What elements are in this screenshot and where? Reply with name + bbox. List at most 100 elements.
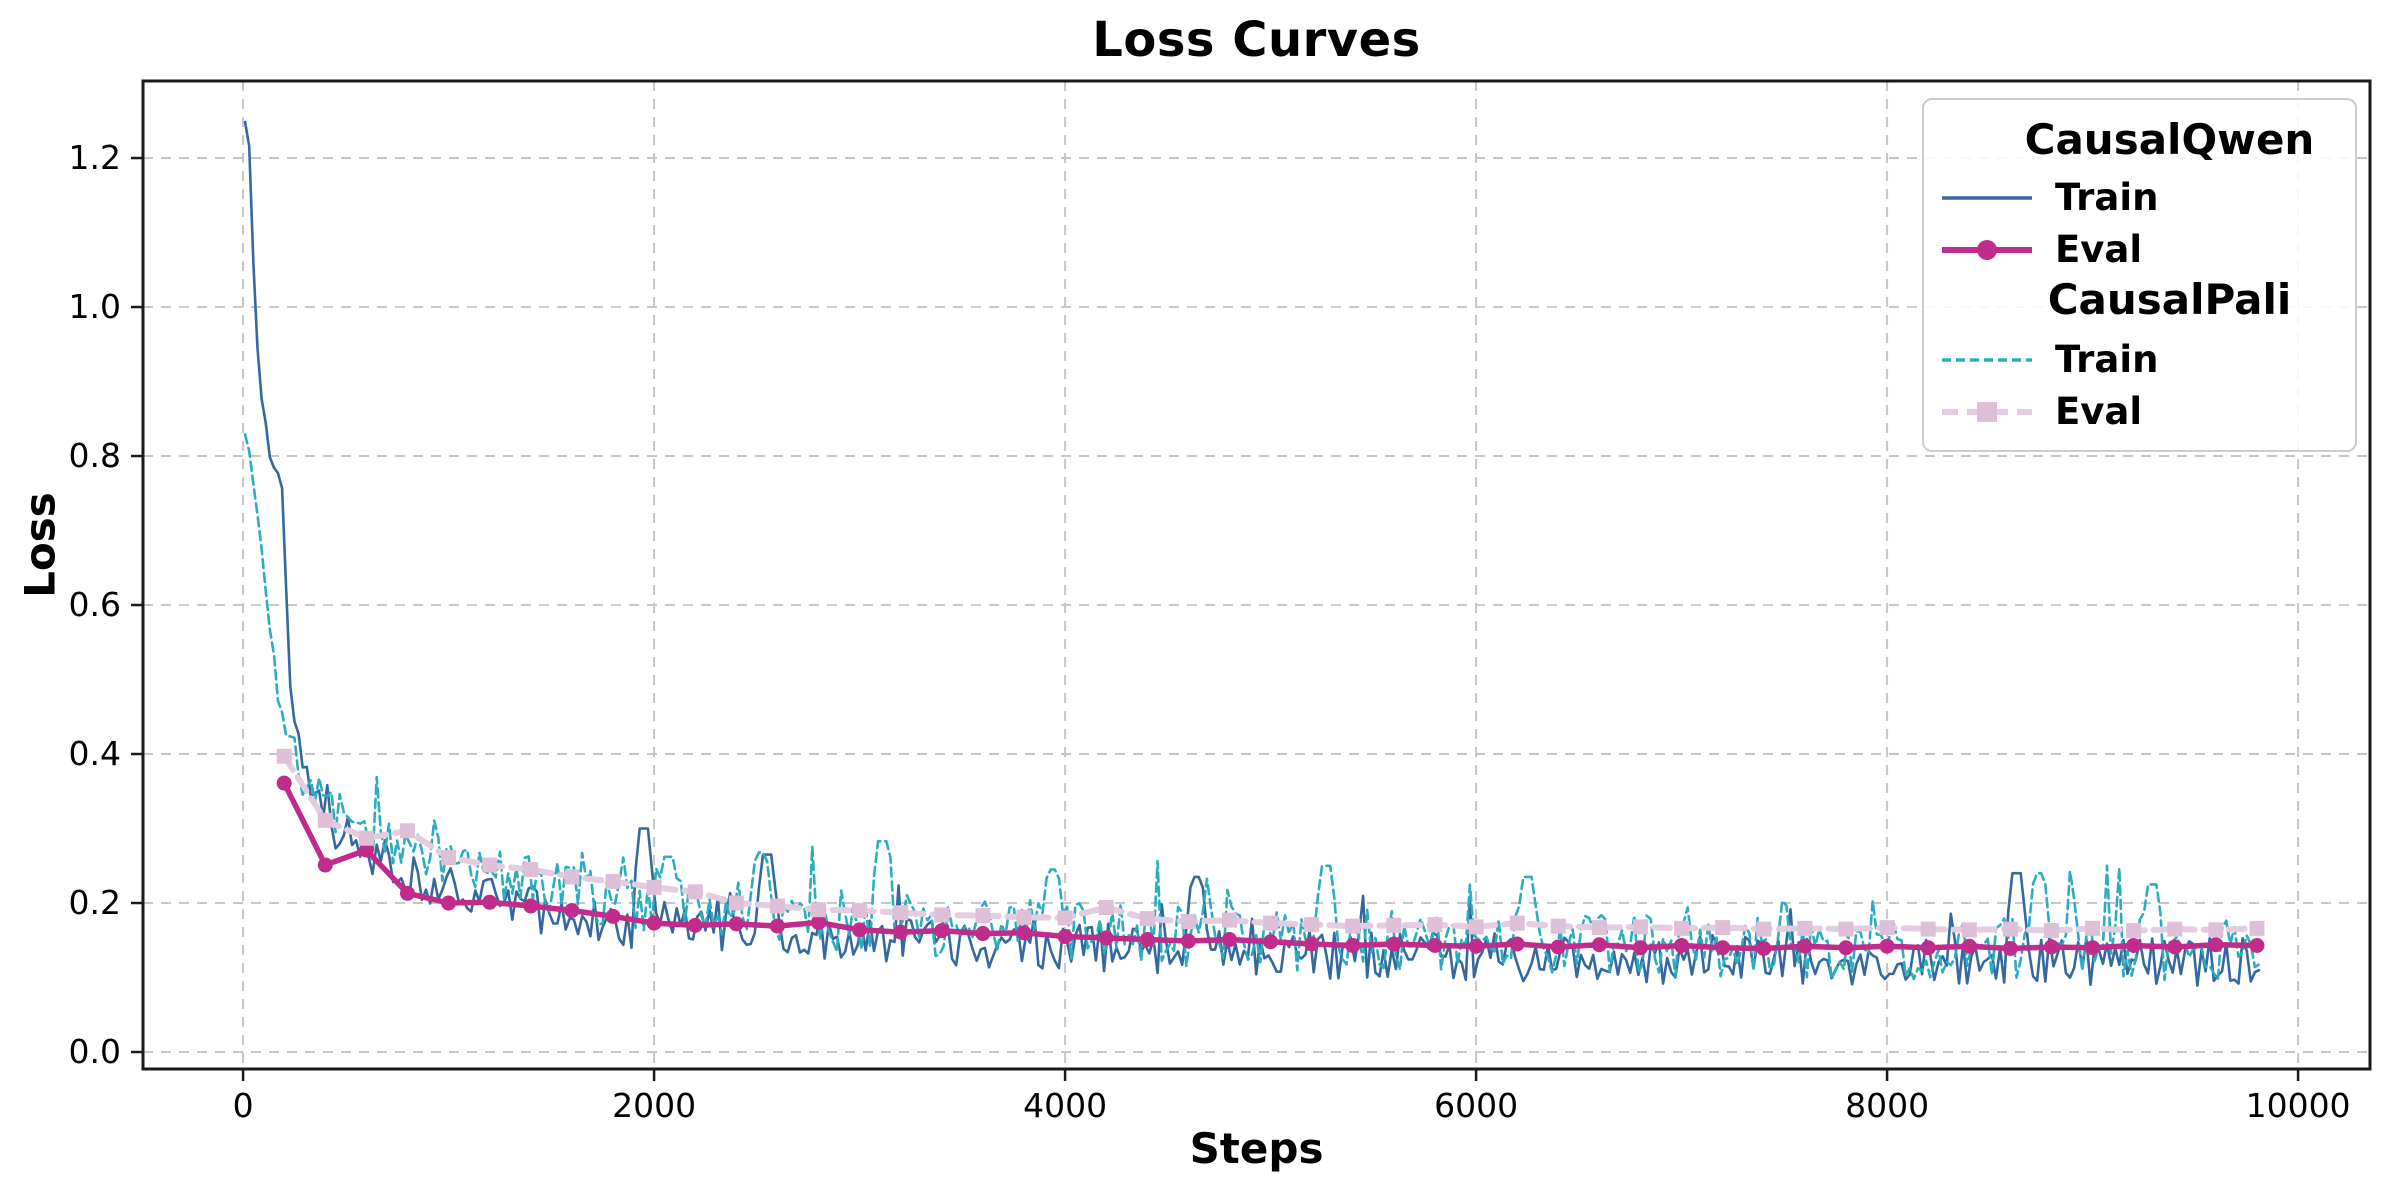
legend-line-sample-icon [1942, 358, 2032, 362]
eval-marker [2043, 923, 2059, 939]
x-tick-label: 8000 [1845, 1086, 1929, 1125]
y-axis-label: Loss [15, 492, 65, 598]
eval-marker [2002, 940, 2018, 956]
eval-marker [2249, 920, 2265, 936]
eval-marker [810, 914, 826, 930]
eval-marker [646, 879, 662, 895]
train-line-pali_train [243, 433, 2261, 982]
eval-marker [893, 905, 909, 921]
eval-marker [1345, 918, 1361, 934]
y-tick-label: 1.2 [69, 138, 121, 177]
eval-marker [728, 895, 744, 911]
eval-marker [1509, 936, 1525, 952]
y-tick-label: 0.8 [69, 436, 121, 475]
eval-marker [1016, 925, 1032, 941]
eval-line-pali_eval [281, 753, 2260, 934]
eval-marker [1221, 932, 1237, 948]
legend-line-sample-icon [1942, 240, 2032, 260]
y-tick-label: 1.0 [69, 287, 121, 326]
eval-marker [1920, 921, 1936, 937]
eval-marker [1838, 940, 1854, 956]
eval-marker [2249, 937, 2265, 953]
eval-marker [2126, 937, 2142, 953]
eval-marker [1879, 938, 1895, 954]
eval-marker [1304, 936, 1320, 952]
eval-marker [1591, 920, 1607, 936]
eval-marker [1304, 917, 1320, 933]
eval-marker [1550, 939, 1566, 955]
legend-entry-label: Train [2055, 176, 2159, 219]
y-tick-label: 0.4 [69, 734, 121, 773]
eval-marker [482, 894, 498, 910]
eval-marker [564, 902, 580, 918]
legend-entry-pali-train: Train [1924, 336, 2355, 384]
x-tick-label: 2000 [612, 1086, 696, 1125]
legend-entry-pali-eval: Eval [1924, 388, 2355, 436]
eval-marker [934, 923, 950, 939]
legend-sample-square-marker [1977, 402, 1997, 422]
legend-line-sample-icon [1942, 402, 2032, 422]
eval-marker [1797, 920, 1813, 936]
eval-marker [1509, 915, 1525, 931]
legend-line-sample-icon [1942, 196, 2032, 200]
eval-marker [564, 869, 580, 885]
eval-marker [1632, 919, 1648, 935]
eval-marker [1098, 899, 1114, 915]
eval-marker [1345, 937, 1361, 953]
y-tick-label: 0.6 [69, 585, 121, 624]
eval-marker [1139, 911, 1155, 927]
eval-marker [1263, 915, 1279, 931]
eval-marker [1961, 922, 1977, 938]
eval-marker [810, 902, 826, 918]
legend: CausalQwen Train Eval CausalPali Train E… [1922, 98, 2357, 452]
eval-marker [1180, 933, 1196, 949]
eval-marker [523, 898, 539, 914]
eval-marker [934, 907, 950, 923]
eval-marker [1920, 940, 1936, 956]
x-tick-label: 0 [233, 1086, 254, 1125]
eval-marker [769, 898, 785, 914]
series-group [243, 120, 2265, 987]
eval-marker [893, 924, 909, 940]
y-tick-label: 0.2 [69, 883, 121, 922]
eval-marker [441, 895, 457, 911]
eval-marker [728, 916, 744, 932]
eval-marker [1016, 909, 1032, 925]
train-line-qwen_train [243, 120, 2261, 987]
legend-entry-qwen-train: Train [1924, 174, 2355, 222]
eval-marker [317, 812, 333, 828]
legend-group-header-causalqwen: CausalQwen [2024, 115, 2315, 164]
eval-marker [1386, 936, 1402, 952]
eval-marker [317, 857, 333, 873]
eval-marker [1674, 920, 1690, 936]
eval-marker [1386, 917, 1402, 933]
chart-title: Loss Curves [1092, 12, 1421, 68]
eval-marker [852, 922, 868, 938]
eval-marker [1838, 921, 1854, 937]
eval-marker [441, 850, 457, 866]
x-tick-label: 4000 [1023, 1086, 1107, 1125]
eval-marker [2002, 921, 2018, 937]
eval-marker [2085, 940, 2101, 956]
eval-marker [852, 902, 868, 918]
legend-sample-circle-marker [1977, 240, 1997, 260]
x-axis-label: Steps [1189, 1124, 1324, 1173]
eval-marker [1797, 938, 1813, 954]
eval-marker [1263, 934, 1279, 950]
eval-marker [1221, 912, 1237, 928]
eval-marker [1674, 937, 1690, 953]
eval-marker [646, 915, 662, 931]
eval-marker [2208, 922, 2224, 938]
eval-marker [1961, 938, 1977, 954]
eval-marker [1098, 930, 1114, 946]
eval-marker [769, 918, 785, 934]
eval-marker [1057, 929, 1073, 945]
eval-marker [1427, 937, 1443, 953]
eval-marker [1756, 921, 1772, 937]
eval-marker [1468, 938, 1484, 954]
eval-marker [1715, 940, 1731, 956]
eval-marker [399, 823, 415, 839]
eval-marker [1180, 914, 1196, 930]
eval-marker [687, 917, 703, 933]
